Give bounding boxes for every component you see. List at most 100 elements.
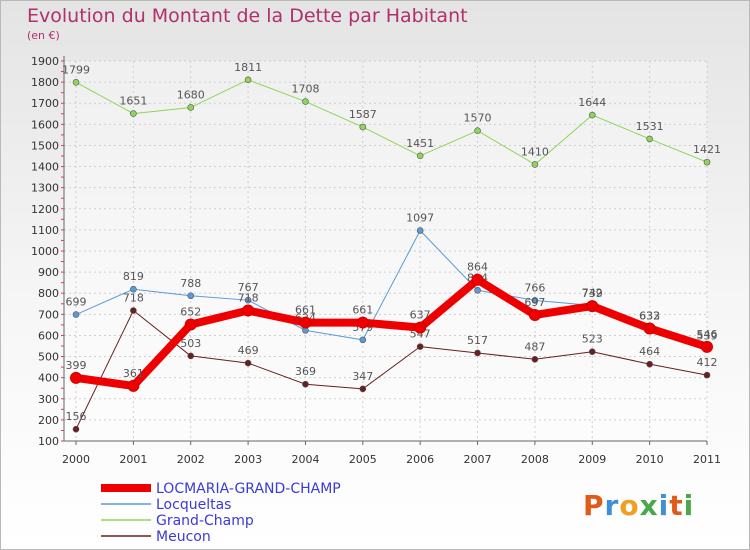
x-tick-label: 2007 xyxy=(464,453,492,466)
data-point-meucon xyxy=(416,343,424,350)
y-tick-label: 1800 xyxy=(31,76,59,89)
x-tick-label: 2001 xyxy=(119,453,147,466)
x-tick-label: 2009 xyxy=(578,453,606,466)
data-point-grand-champ xyxy=(244,76,252,84)
y-tick-label: 1700 xyxy=(31,97,59,110)
data-label-grand-champ: 1587 xyxy=(349,108,377,121)
data-label-locmaria-grand-champ: 652 xyxy=(180,305,201,318)
data-label-locmaria-grand-champ: 661 xyxy=(295,304,316,317)
logo-letter: t xyxy=(669,489,684,522)
data-label-grand-champ: 1644 xyxy=(578,96,606,109)
data-point-meucon xyxy=(703,371,711,379)
data-point-grand-champ xyxy=(187,104,195,111)
data-point-locmaria-grand-champ xyxy=(70,371,82,384)
data-point-meucon xyxy=(359,385,367,393)
data-point-locmaria-grand-champ xyxy=(701,340,713,353)
legend-label: Grand-Champ xyxy=(156,513,254,529)
data-point-grand-champ xyxy=(474,127,481,134)
data-label-grand-champ: 1421 xyxy=(693,143,721,156)
x-tick-label: 2005 xyxy=(349,453,377,466)
data-label-locmaria-grand-champ: 697 xyxy=(524,296,545,309)
logo-letter: x xyxy=(639,489,659,522)
y-tick-label: 300 xyxy=(38,393,59,406)
data-point-meucon xyxy=(531,355,539,363)
legend-label: Locqueltas xyxy=(156,497,231,513)
logo-letter: o xyxy=(619,489,640,522)
x-tick-label: 2010 xyxy=(636,453,664,466)
data-point-locqueltas xyxy=(130,285,137,293)
data-label-meucon: 469 xyxy=(238,344,259,357)
data-label-locqueltas: 1097 xyxy=(406,212,434,225)
legend-label: LOCMARIA-GRAND-CHAMP xyxy=(156,481,341,497)
y-tick-label: 700 xyxy=(38,308,59,321)
y-tick-label: 1000 xyxy=(31,245,59,258)
y-tick-label: 1200 xyxy=(31,203,59,216)
data-point-locmaria-grand-champ xyxy=(299,316,312,329)
y-tick-label: 1400 xyxy=(31,161,59,174)
y-tick-label: 200 xyxy=(38,414,59,427)
data-point-locqueltas xyxy=(474,286,481,294)
data-label-grand-champ: 1570 xyxy=(464,112,492,125)
y-tick-label: 600 xyxy=(38,329,59,342)
data-label-locmaria-grand-champ: 718 xyxy=(238,292,259,305)
y-tick-label: 1100 xyxy=(31,224,59,237)
data-label-meucon: 503 xyxy=(180,337,201,350)
data-point-locqueltas xyxy=(244,296,252,304)
data-point-locmaria-grand-champ xyxy=(356,316,369,329)
data-point-locmaria-grand-champ xyxy=(586,300,599,313)
data-point-locmaria-grand-champ xyxy=(414,321,427,334)
logo-letter: i xyxy=(658,489,670,522)
data-point-grand-champ xyxy=(588,111,596,119)
data-label-locqueltas: 819 xyxy=(123,270,144,283)
data-point-meucon xyxy=(302,380,309,388)
data-label-grand-champ: 1651 xyxy=(119,95,147,108)
data-label-meucon: 523 xyxy=(582,333,603,346)
data-point-meucon xyxy=(588,348,596,356)
data-label-grand-champ: 1799 xyxy=(62,63,90,76)
series-line-meucon xyxy=(75,310,708,430)
x-tick-label: 2003 xyxy=(234,453,262,466)
data-label-meucon: 369 xyxy=(295,365,316,378)
proxiti-logo: Proxiti xyxy=(583,489,694,522)
data-label-meucon: 464 xyxy=(639,345,660,358)
data-point-locqueltas xyxy=(72,311,80,318)
data-label-grand-champ: 1811 xyxy=(234,61,262,74)
x-tick-label: 2004 xyxy=(291,453,319,466)
data-label-grand-champ: 1451 xyxy=(406,137,434,150)
y-tick-label: 400 xyxy=(38,372,59,385)
data-point-grand-champ xyxy=(531,161,539,168)
data-label-locqueltas: 742 xyxy=(582,286,603,299)
x-tick-label: 2008 xyxy=(521,453,549,466)
data-point-grand-champ xyxy=(416,152,424,160)
x-tick-label: 2011 xyxy=(693,453,721,466)
data-point-grand-champ xyxy=(72,79,80,86)
y-tick-label: 100 xyxy=(38,435,59,448)
y-tick-label: 1600 xyxy=(31,118,59,131)
data-point-locmaria-grand-champ xyxy=(184,318,197,331)
logo-letter: i xyxy=(683,489,695,522)
series-line-grand-champ xyxy=(75,79,708,165)
data-label-grand-champ: 1410 xyxy=(521,145,549,158)
data-label-meucon: 412 xyxy=(697,356,718,369)
data-point-locmaria-grand-champ xyxy=(528,308,541,321)
legend-label: Meucon xyxy=(156,529,211,545)
y-tick-label: 500 xyxy=(38,351,59,364)
data-label-locqueltas: 539 xyxy=(697,329,718,342)
data-label-locqueltas: 788 xyxy=(180,277,201,290)
data-label-grand-champ: 1708 xyxy=(291,83,319,96)
data-point-meucon xyxy=(646,360,653,368)
x-tick-label: 2000 xyxy=(62,453,90,466)
data-point-grand-champ xyxy=(130,110,137,117)
data-point-locmaria-grand-champ xyxy=(242,304,255,317)
x-tick-label: 2006 xyxy=(406,453,434,466)
data-label-locmaria-grand-champ: 633 xyxy=(639,309,660,322)
data-point-locqueltas xyxy=(416,227,424,234)
y-tick-label: 1300 xyxy=(31,182,59,195)
data-point-meucon xyxy=(187,352,195,360)
x-tick-label: 2002 xyxy=(177,453,205,466)
data-point-grand-champ xyxy=(703,158,711,166)
data-label-locqueltas: 632 xyxy=(639,310,660,323)
series-line-locmaria-grand-champ xyxy=(75,275,709,390)
